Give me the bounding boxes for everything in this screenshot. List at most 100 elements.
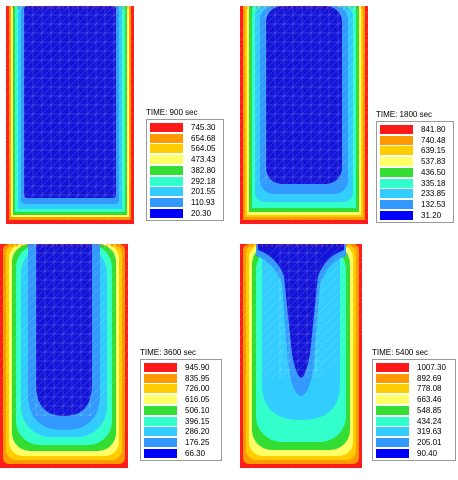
- legend-label: 286.20: [185, 427, 210, 437]
- contour-plot-3600: [0, 244, 128, 468]
- mesh-grid: [6, 6, 134, 199]
- cold-core: [36, 244, 92, 416]
- boundary-markers: [0, 244, 128, 468]
- legend-swatch: [376, 373, 409, 383]
- legend-label: 205.01: [417, 437, 442, 447]
- legend-swatch: [144, 427, 177, 437]
- legend-swatch: [380, 178, 413, 188]
- legend-label: 20.30: [191, 208, 212, 218]
- legend-label: 201.55: [191, 187, 216, 197]
- legend-label: 663.46: [417, 395, 442, 405]
- legend-box-900: 745.30 654.68 564.05 473.43 382.80 292.18 201.…: [146, 119, 224, 221]
- cold-core: [266, 6, 342, 184]
- legend-label: 132.53: [421, 199, 446, 209]
- legend-swatch: [380, 199, 413, 209]
- legend-label: 537.83: [421, 157, 446, 167]
- contour-plot-900: [6, 6, 134, 224]
- legend-swatch: [380, 189, 413, 199]
- legend-swatch: [150, 208, 183, 218]
- legend-title-5400: TIME: 5400 sec: [372, 348, 429, 357]
- legend-label: 1007.30: [417, 363, 446, 372]
- legend-swatch: [380, 135, 413, 145]
- legend-label: 110.93: [191, 197, 215, 207]
- legend-swatch: [150, 176, 183, 186]
- legend-label: 506.10: [185, 405, 210, 415]
- legend-label: 319.63: [417, 427, 442, 437]
- legend-swatch: [150, 187, 183, 197]
- legend-swatch: [376, 427, 409, 437]
- legend-swatch: [150, 123, 183, 132]
- contour-panel-900: [6, 6, 134, 224]
- legend-label: 176.25: [185, 437, 210, 447]
- legend-label: 233.85: [421, 189, 446, 199]
- legend-swatch: [376, 363, 409, 372]
- legend-label: 434.24: [417, 416, 442, 426]
- legend-label: 745.30: [191, 123, 216, 132]
- legend-swatch: [144, 373, 177, 383]
- legend-label: 396.15: [185, 416, 210, 426]
- legend-swatch: [376, 384, 409, 394]
- contour-plot-5400: [240, 244, 362, 468]
- legend-title-900: TIME: 900 sec: [146, 108, 198, 117]
- legend-swatch: [376, 437, 409, 447]
- legend-label: 66.30: [185, 448, 206, 458]
- cold-core: [24, 6, 116, 198]
- legend-label: 654.68: [191, 133, 216, 143]
- legend-swatch: [380, 210, 413, 220]
- boundary-markers: [240, 244, 362, 468]
- legend-box-5400: 1007.30 892.69 778.08 663.46 548.85 434.24 319…: [372, 359, 456, 461]
- legend-label: 841.80: [421, 125, 446, 134]
- mesh-grid: [240, 244, 362, 379]
- legend-5400: TIME: 5400 sec 1007.30 892.69 778.08 663.46…: [372, 348, 456, 461]
- legend-swatch: [144, 395, 177, 405]
- legend-swatch: [144, 363, 177, 372]
- legend-label: 616.05: [185, 395, 210, 405]
- boundary-markers: [6, 6, 134, 224]
- legend-label: 382.80: [191, 165, 216, 175]
- legend-900: TIME: 900 sec 745.30 654.68 564.05 473.43 38…: [146, 108, 224, 221]
- contour-panel-5400: [240, 244, 362, 468]
- legend-box-1800: 841.80 740.48 639.15 537.83 436.50 335.18 233.…: [376, 121, 454, 223]
- legend-label: 548.85: [417, 405, 442, 415]
- legend-swatch: [150, 197, 183, 207]
- mesh-grid: [240, 6, 368, 185]
- legend-label: 31.20: [421, 210, 442, 220]
- legend-label: 564.05: [191, 144, 216, 154]
- legend-swatch: [376, 405, 409, 415]
- legend-swatch: [376, 416, 409, 426]
- legend-title-3600: TIME: 3600 sec: [140, 348, 197, 357]
- legend-label: 90.40: [417, 448, 438, 458]
- legend-3600: TIME: 3600 sec 945.90 835.95 726.00 616.05 5…: [140, 348, 222, 461]
- legend-1800: TIME: 1800 sec 841.80 740.48 639.15 537.83 4…: [376, 110, 454, 223]
- legend-swatch: [150, 133, 183, 143]
- legend-swatch: [144, 416, 177, 426]
- legend-swatch: [150, 155, 183, 165]
- legend-label: 726.00: [185, 384, 210, 394]
- legend-swatch: [144, 384, 177, 394]
- legend-label: 778.08: [417, 384, 442, 394]
- contour-panel-3600: [0, 244, 128, 468]
- legend-title-1800: TIME: 1800 sec: [376, 110, 433, 119]
- legend-box-3600: 945.90 835.95 726.00 616.05 506.10 396.15 286.…: [140, 359, 222, 461]
- legend-swatch: [380, 146, 413, 156]
- contour-plot-1800: [240, 6, 368, 224]
- legend-swatch: [380, 125, 413, 134]
- mesh-grid: [0, 244, 128, 417]
- legend-swatch: [144, 437, 177, 447]
- legend-label: 473.43: [191, 155, 216, 165]
- legend-swatch: [150, 165, 183, 175]
- legend-swatch: [380, 157, 413, 167]
- legend-swatch: [150, 144, 183, 154]
- legend-label: 892.69: [417, 373, 442, 383]
- legend-label: 740.48: [421, 135, 446, 145]
- legend-label: 639.15: [421, 146, 446, 156]
- legend-label: 335.18: [421, 178, 446, 188]
- contour-panel-1800: [240, 6, 368, 224]
- legend-swatch: [380, 167, 413, 177]
- legend-swatch: [376, 448, 409, 458]
- cold-core: [258, 244, 344, 378]
- legend-label: 292.18: [191, 176, 216, 186]
- legend-swatch: [144, 448, 177, 458]
- legend-swatch: [144, 405, 177, 415]
- legend-swatch: [376, 395, 409, 405]
